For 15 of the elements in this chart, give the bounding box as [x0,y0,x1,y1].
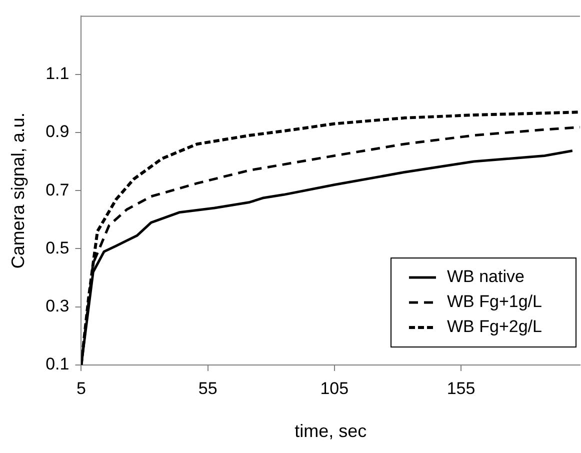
legend-label: WB native [447,267,524,286]
y-tick-label: 1.1 [46,64,70,84]
x-tick-label: 105 [320,378,349,398]
y-axis-title: Camera signal, a.u. [8,112,28,269]
x-tick-label: 5 [76,378,86,398]
legend-label: WB Fg+2g/L [447,317,542,336]
y-tick-label: 0.7 [46,180,70,200]
y-tick-label: 0.9 [46,122,70,142]
y-tick-label: 0.1 [46,354,70,374]
legend-label: WB Fg+1g/L [447,292,542,312]
x-tick-label: 55 [198,378,218,398]
y-tick-label: 0.3 [46,296,70,316]
y-tick-label: 0.5 [46,238,70,258]
x-tick-label: 155 [446,378,476,398]
x-axis-title: time, sec [294,421,367,442]
